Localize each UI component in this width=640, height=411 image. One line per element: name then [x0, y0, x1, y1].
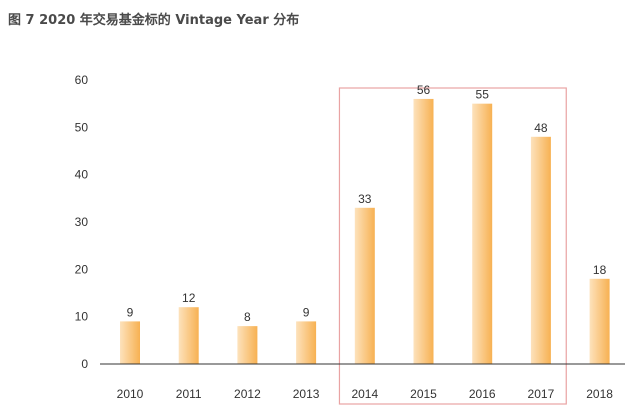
highlight-box-group [338, 87, 567, 405]
chart-title: 图 7 2020 年交易基金标的 Vintage Year 分布 [8, 13, 300, 28]
y-tick-label: 30 [75, 215, 89, 229]
x-tick-label: 2012 [234, 387, 261, 401]
data-label: 18 [593, 263, 607, 277]
bars-group [120, 98, 610, 365]
x-tick-label: 2017 [528, 387, 555, 401]
x-tick-label: 2016 [469, 387, 496, 401]
data-label: 12 [182, 291, 196, 305]
data-label: 33 [358, 192, 372, 206]
data-labels: 9 12 8 9 33 56 55 48 18 [127, 83, 607, 324]
x-tick-label: 2018 [586, 387, 613, 401]
y-tick-label: 20 [75, 262, 89, 276]
data-label: 9 [303, 305, 310, 319]
y-tick-label: 60 [75, 73, 89, 87]
data-label: 56 [417, 83, 431, 97]
bar [589, 278, 610, 364]
bar [237, 326, 258, 364]
bar [472, 103, 493, 365]
data-label: 8 [244, 310, 251, 324]
x-tick-label: 2014 [351, 387, 378, 401]
x-tick-label: 2013 [293, 387, 320, 401]
y-tick-label: 40 [75, 168, 89, 182]
bar [530, 136, 551, 364]
x-axis-ticks: 2010 2011 2012 2013 2014 2015 2016 2017 2018 [117, 387, 614, 401]
bar [120, 321, 140, 364]
highlight-box [338, 87, 567, 405]
bar [354, 207, 375, 364]
data-label: 48 [534, 121, 548, 135]
y-tick-label: 0 [81, 357, 88, 371]
bar [413, 98, 434, 364]
data-label: 55 [476, 88, 490, 102]
y-tick-label: 10 [75, 310, 89, 324]
bar [178, 307, 199, 364]
y-tick-label: 50 [75, 120, 89, 134]
y-axis-ticks: 0 10 20 30 40 50 60 [75, 73, 89, 371]
data-label: 9 [127, 305, 134, 319]
x-tick-label: 2011 [176, 387, 202, 401]
bar [296, 321, 317, 364]
x-tick-label: 2015 [410, 387, 437, 401]
x-tick-label: 2010 [117, 387, 144, 401]
